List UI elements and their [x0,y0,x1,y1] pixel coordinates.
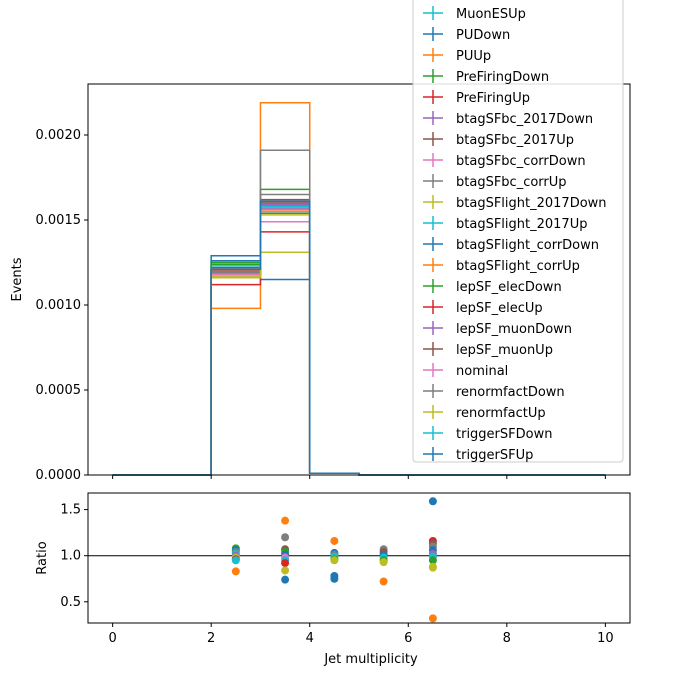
ratio-y-tick-label: 1.5 [60,503,81,518]
ratio-y-axis-label: Ratio [35,541,50,574]
ratio-point [281,559,290,568]
legend-label: btagSFlight_2017Down [456,196,607,211]
legend-label: btagSFlight_2017Up [456,217,587,232]
ratio-point [330,536,339,545]
ratio-point [379,577,388,586]
main-y-tick-label: 0.0020 [36,128,82,143]
legend-label: nominal [456,364,508,379]
ratio-point [330,574,339,583]
x-tick-label: 2 [207,631,215,646]
ratio-point [428,614,437,623]
legend-label: lepSF_elecDown [456,280,562,295]
ratio-point [231,567,240,576]
ratio-points [231,497,437,623]
ratio-y-ticks: 0.5 1.0 1.5 [60,503,88,610]
main-x-ticks [112,475,606,479]
x-tick-label: 8 [503,631,511,646]
x-tick-label: 4 [306,631,314,646]
legend-label: triggerSFDown [456,427,552,442]
x-tick-label: 10 [597,631,614,646]
ratio-y-tick-label: 1.0 [60,549,81,564]
legend-label: lepSF_elecUp [456,301,543,316]
ratio-point [231,556,240,565]
legend-label: btagSFbc_corrDown [456,154,586,169]
ratio-point [428,563,437,572]
legend-label: PUUp [456,49,491,64]
legend-label: btagSFlight_corrUp [456,259,580,274]
legend-label: renormfactDown [456,385,565,400]
ratio-point [281,533,290,542]
ratio-point [428,556,437,565]
ratio-x-ticks: 0 2 4 6 8 10 [108,623,614,646]
legend-label: btagSFbc_2017Down [456,112,593,127]
legend: MuonESUp PUDown PUUp PreFiringDown PreFiring… [412,0,624,463]
legend-label: btagSFlight_corrDown [456,238,599,253]
legend-label: lepSF_muonDown [456,322,572,337]
legend-label: PreFiringDown [456,70,549,85]
ratio-axes-frame [87,492,631,624]
main-panel: 0.0000 0.0005 0.0010 0.0015 0.0020 Events [10,83,631,483]
legend-label: MuonESUp [456,7,526,22]
ratio-point [281,575,290,584]
legend-label: btagSFbc_2017Up [456,133,574,148]
main-axes-frame [87,83,631,476]
main-y-tick-label: 0.0005 [36,383,82,398]
legend-label: PUDown [456,28,510,43]
legend-label: PreFiringUp [456,91,530,106]
main-y-tick-label: 0.0015 [36,213,82,228]
legend-label: renormfactUp [456,406,546,421]
ratio-point [428,497,437,506]
legend-label: triggerSFUp [456,448,533,463]
legend-box [412,0,624,463]
x-tick-label: 6 [404,631,412,646]
ratio-y-tick-label: 0.5 [60,595,81,610]
x-tick-label: 0 [108,631,116,646]
legend-label: lepSF_muonUp [456,343,553,358]
main-y-tick-label: 0.0010 [36,298,82,313]
main-y-axis-label: Events [10,257,25,301]
x-axis-label: Jet multiplicity [323,652,418,667]
ratio-panel: 0.5 1.0 1.5 0 2 4 6 8 10 Ratio Jet multiplicity [35,492,631,667]
ratio-point [330,556,339,565]
legend-label: btagSFbc_corrUp [456,175,567,190]
main-y-ticks: 0.0000 0.0005 0.0010 0.0015 0.0020 [36,128,88,483]
ratio-point [281,566,290,575]
ratio-point [379,558,388,567]
main-y-tick-label: 0.0000 [36,468,82,483]
ratio-point [281,516,290,525]
